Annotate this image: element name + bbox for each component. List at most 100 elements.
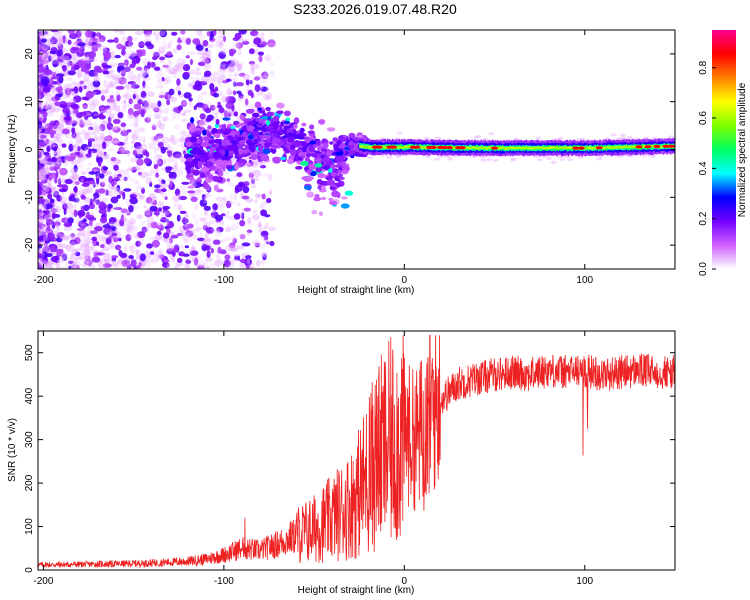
spectrogram-point xyxy=(119,30,125,35)
spectrogram-point xyxy=(166,99,171,106)
spectrogram-point xyxy=(178,195,188,201)
spectrogram-point xyxy=(176,57,185,66)
spectrogram-point xyxy=(563,146,566,149)
spectrogram-point xyxy=(64,116,71,121)
spectrogram-point xyxy=(70,119,76,125)
spectrogram-point xyxy=(186,157,193,162)
spectrogram-point xyxy=(158,254,165,260)
spectrogram-point xyxy=(118,190,124,196)
spectrogram-point xyxy=(166,51,173,57)
spectrogram-point xyxy=(177,90,181,96)
spectrogram-point xyxy=(193,263,201,267)
spectrogram-point xyxy=(98,188,106,194)
spectrogram-point xyxy=(63,207,67,216)
spectrogram-point xyxy=(49,76,54,85)
spectrogram-point xyxy=(115,74,123,82)
spectrogram-point xyxy=(215,214,224,222)
spectrogram-point xyxy=(47,129,57,135)
spectrogram-point xyxy=(39,30,44,37)
spectrogram-point xyxy=(249,30,259,37)
spectrogram-point xyxy=(209,83,215,91)
spectrogram-point xyxy=(143,210,151,216)
spectrogram-point xyxy=(51,150,56,155)
spectrogram-point xyxy=(204,232,210,238)
spectrogram-point xyxy=(256,91,264,96)
spectrogram-point xyxy=(114,105,121,112)
spectrogram-point xyxy=(61,128,70,135)
spectrogram-point xyxy=(198,151,206,156)
spectrogram-point xyxy=(91,256,101,263)
spectrogram-point xyxy=(496,146,499,149)
spectrogram-point xyxy=(158,248,163,256)
spectrogram-point xyxy=(62,175,72,180)
spectrogram-point xyxy=(199,157,206,163)
spectrogram-point xyxy=(232,78,237,83)
spectrogram-point xyxy=(187,223,194,229)
spectrogram-point xyxy=(127,226,132,233)
spectrogram-point xyxy=(65,244,75,253)
spectrogram-point xyxy=(115,85,125,90)
spectrogram-point xyxy=(38,206,42,211)
spectrogram-point xyxy=(99,202,105,209)
spectrogram-point xyxy=(221,139,228,147)
spectrogram-point xyxy=(504,147,507,150)
spectrogram-point xyxy=(471,146,474,149)
spectrogram-point xyxy=(219,249,227,255)
spectrogram-point xyxy=(147,61,151,70)
spectrogram-point xyxy=(179,210,187,214)
spectrogram-point xyxy=(42,170,51,175)
spectrogram-point xyxy=(56,237,63,243)
spectrogram-point xyxy=(260,172,269,177)
spectrogram-point xyxy=(340,162,346,167)
spectrogram-point xyxy=(226,210,230,214)
spectrogram-point xyxy=(44,46,48,53)
spectrogram-point xyxy=(102,224,111,229)
spectrogram-point xyxy=(141,96,150,104)
spectrogram-point xyxy=(651,144,653,148)
spectrogram-point xyxy=(219,48,226,54)
spectrogram-point xyxy=(610,146,613,150)
spectrogram-point xyxy=(562,146,565,149)
spectrogram-point xyxy=(485,147,488,150)
spectrogram-point xyxy=(192,181,202,188)
spectrogram-point xyxy=(230,130,236,137)
spectrogram-point xyxy=(199,217,207,222)
spectrogram-point xyxy=(252,177,260,182)
spectrogram-point xyxy=(86,236,92,245)
spectrogram-point xyxy=(40,38,48,43)
spectrogram-point xyxy=(38,43,41,48)
spectrogram-point xyxy=(225,96,235,104)
spectrogram-point xyxy=(174,153,183,160)
spectrogram-point xyxy=(173,199,179,207)
spectrogram-point xyxy=(86,177,94,181)
spectrogram-point xyxy=(56,49,62,57)
spectrogram-point xyxy=(215,118,220,125)
spectrogram-point xyxy=(59,248,64,255)
spectrogram-point xyxy=(43,31,48,35)
spectrogram-point xyxy=(139,220,146,226)
spectrogram-point xyxy=(185,141,193,147)
spectrogram-point xyxy=(52,61,58,68)
spectrogram-point xyxy=(422,146,424,149)
spectrogram-point xyxy=(143,157,150,164)
spectrogram-point xyxy=(155,85,164,89)
spectrogram-point xyxy=(109,221,119,228)
spectrogram-point xyxy=(79,151,85,155)
spectrogram-point xyxy=(215,41,223,48)
spectrogram-point xyxy=(210,247,214,254)
spectrogram-point xyxy=(110,196,119,204)
spectrogram-point xyxy=(38,197,46,204)
spectrogram-point xyxy=(641,154,648,158)
spectrogram-point xyxy=(100,89,108,95)
spectrogram-point xyxy=(81,251,85,259)
spectrogram-point xyxy=(40,43,50,51)
spectrogram-point xyxy=(73,209,78,217)
spectrogram-point xyxy=(43,201,47,210)
spectrogram-point xyxy=(424,146,427,149)
spectrogram-point xyxy=(258,110,266,114)
spectrogram-point xyxy=(205,226,215,234)
spectrogram-point xyxy=(250,159,259,168)
spectrogram-point xyxy=(103,151,107,157)
spectrogram-point xyxy=(49,172,57,179)
spectrogram-point xyxy=(209,104,216,111)
